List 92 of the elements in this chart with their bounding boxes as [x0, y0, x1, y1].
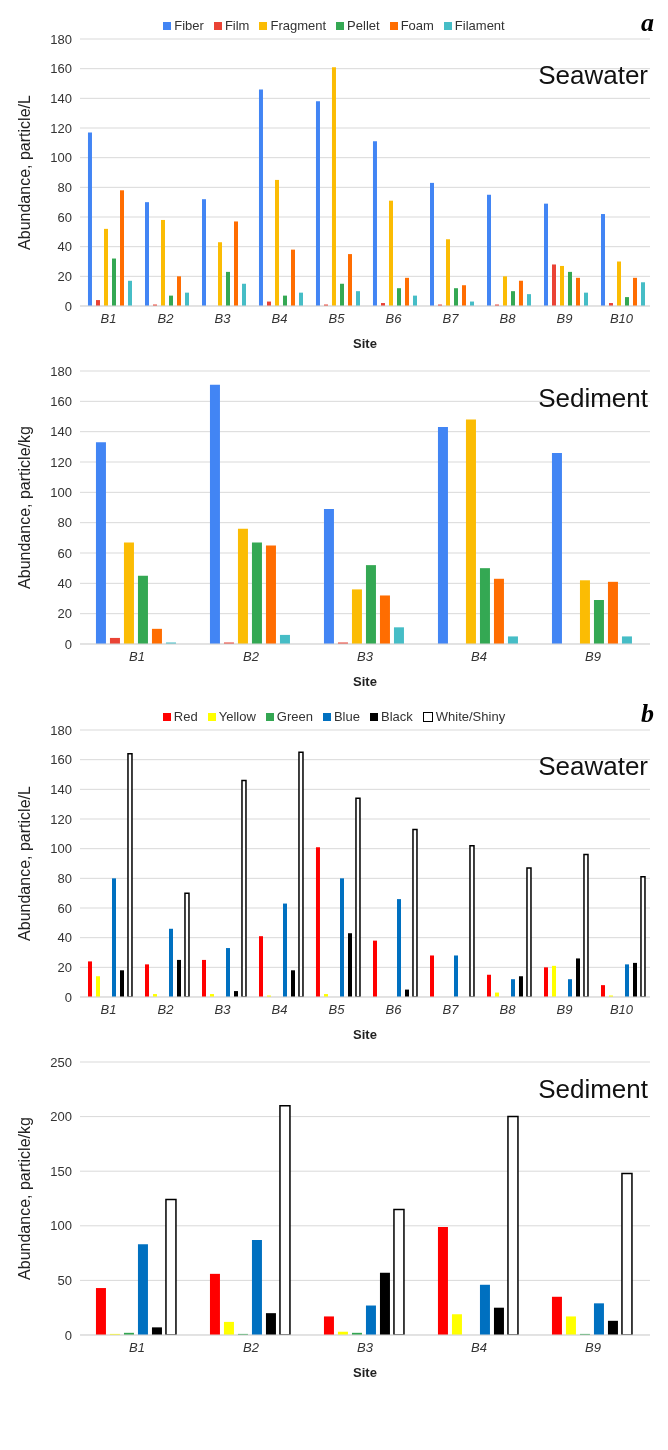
y-tick-label: 60 [57, 209, 72, 225]
text: Sediment [538, 1074, 648, 1105]
y-tick-label: 150 [50, 1163, 72, 1179]
y-tick-label: 180 [50, 31, 72, 47]
legend-label: Foam [400, 18, 434, 33]
y-tick-label: 40 [57, 930, 72, 946]
text: Seawater [538, 60, 648, 91]
y-tick-label: 0 [64, 636, 72, 652]
x-tick-label: B6 [385, 311, 403, 327]
y-axis-title: Abundance, particle/L [15, 95, 33, 250]
x-tick-label: B2 [243, 1340, 260, 1356]
y-tick-label: 80 [57, 515, 72, 531]
x-tick-label: B7 [442, 311, 460, 327]
text: Seawater [538, 751, 648, 782]
y-tick-label: 40 [57, 239, 72, 255]
y-tick-label: 160 [50, 393, 72, 409]
x-tick-label: B3 [214, 1002, 232, 1018]
x-tick-label: B7 [442, 1002, 460, 1018]
y-tick-label: 180 [50, 363, 72, 379]
x-tick-label: B8 [499, 1002, 517, 1018]
y-tick-label: 180 [50, 722, 72, 738]
text: a [641, 8, 654, 38]
x-tick-label: B10 [609, 311, 634, 327]
legend-label: Red [173, 709, 198, 724]
y-tick-label: 20 [57, 268, 72, 284]
y-tick-label: 140 [50, 424, 72, 440]
y-tick-label: 50 [57, 1273, 72, 1289]
y-tick-label: 120 [50, 454, 72, 470]
legend-label: White/Shiny [435, 709, 506, 724]
x-tick-label: B2 [157, 311, 175, 327]
y-tick-label: 140 [50, 90, 72, 106]
x-tick-label: B5 [328, 1002, 346, 1018]
legend-label: Filament [454, 18, 505, 33]
x-axis-title: Site [353, 1027, 377, 1042]
y-axis-title: Abundance, particle/kg [15, 426, 33, 589]
y-tick-label: 250 [50, 1054, 72, 1070]
y-axis-title: Abundance, particle/kg [15, 1117, 33, 1280]
y-tick-label: 100 [50, 1218, 72, 1234]
x-tick-label: B2 [243, 649, 260, 665]
x-tick-label: B3 [357, 649, 374, 665]
x-tick-label: B5 [328, 311, 346, 327]
x-tick-label: B3 [357, 1340, 374, 1356]
y-tick-label: 20 [57, 606, 72, 622]
y-axis-title: Abundance, particle/L [15, 786, 33, 941]
x-tick-label: B10 [609, 1002, 634, 1018]
y-tick-label: 80 [57, 870, 72, 886]
legend-label: Fragment [270, 18, 327, 33]
y-tick-label: 0 [64, 1327, 72, 1343]
x-tick-label: B1 [100, 1002, 117, 1018]
x-axis-title: Site [353, 336, 377, 351]
y-tick-label: 140 [50, 781, 72, 797]
legend-label: Yellow [218, 709, 256, 724]
y-tick-label: 0 [64, 298, 72, 314]
x-tick-label: B1 [100, 311, 117, 327]
x-tick-label: B8 [499, 311, 517, 327]
legend-label: Film [224, 18, 250, 33]
y-tick-label: 60 [57, 545, 72, 561]
x-tick-label: B3 [214, 311, 232, 327]
y-tick-label: 160 [50, 61, 72, 77]
x-tick-label: B6 [385, 1002, 403, 1018]
text: Sediment [538, 383, 648, 414]
legend-label: Blue [333, 709, 360, 724]
x-tick-label: B9 [585, 1340, 601, 1356]
y-tick-label: 120 [50, 120, 72, 136]
legend-label: Green [276, 709, 313, 724]
x-tick-label: B4 [471, 649, 487, 665]
y-tick-label: 100 [50, 150, 72, 166]
legend-label: Fiber [174, 18, 204, 33]
x-tick-label: B4 [271, 311, 288, 327]
y-tick-label: 100 [50, 484, 72, 500]
y-tick-label: 120 [50, 811, 72, 827]
y-tick-label: 20 [57, 959, 72, 975]
y-tick-label: 100 [50, 841, 72, 857]
x-tick-label: B9 [556, 1002, 573, 1018]
y-tick-label: 60 [57, 900, 72, 916]
y-tick-label: 0 [64, 989, 72, 1005]
text: b [641, 699, 654, 729]
x-tick-label: B1 [129, 649, 145, 665]
x-tick-label: B9 [556, 311, 573, 327]
y-tick-label: 200 [50, 1109, 72, 1125]
x-tick-label: B1 [129, 1340, 145, 1356]
x-tick-label: B4 [271, 1002, 288, 1018]
x-tick-label: B4 [471, 1340, 487, 1356]
y-tick-label: 80 [57, 179, 72, 195]
y-tick-label: 160 [50, 752, 72, 768]
y-tick-label: 40 [57, 575, 72, 591]
x-tick-label: B9 [585, 649, 601, 665]
x-tick-label: B2 [157, 1002, 175, 1018]
legend-label: Black [380, 709, 413, 724]
legend-label: Pellet [347, 18, 380, 33]
x-axis-title: Site [353, 674, 377, 689]
x-axis-title: Site [353, 1365, 377, 1380]
